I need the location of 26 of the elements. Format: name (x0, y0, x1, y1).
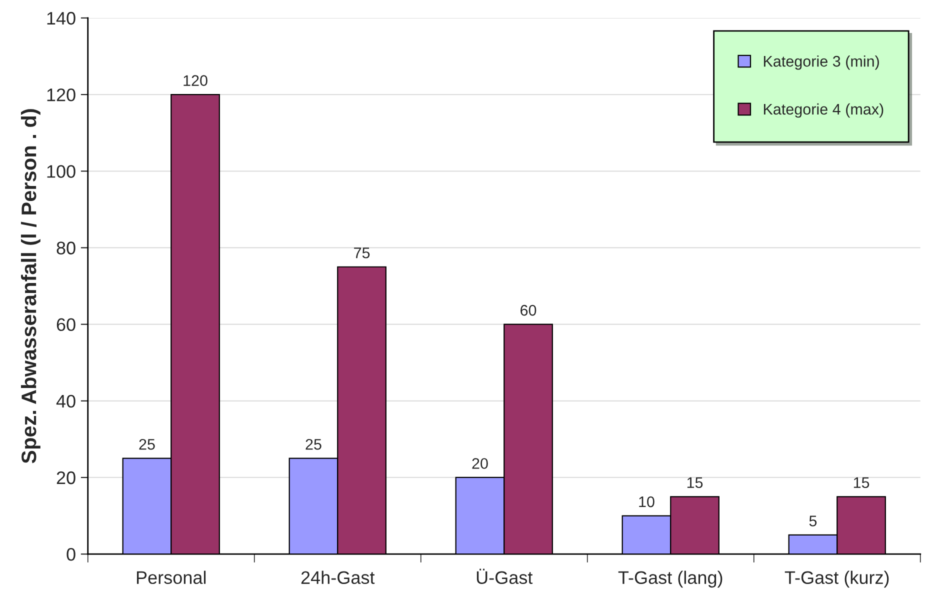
y-tick-label: 80 (56, 242, 76, 254)
data-label: 20 (472, 458, 488, 469)
data-label: 5 (809, 516, 817, 526)
y-tick-label: 20 (56, 471, 76, 484)
x-tick-label: Ü-Gast (476, 568, 533, 584)
data-label: 25 (139, 438, 155, 450)
data-label: 15 (687, 477, 703, 488)
x-tick-label: T-Gast (kurz) (784, 570, 889, 588)
y-tick-label: 120 (47, 88, 76, 102)
y-axis-title: Spez. Abwasseranfall (l / Person . d) (20, 109, 40, 464)
data-label: 60 (520, 304, 536, 316)
legend-label: Kategorie 4 (max) (764, 103, 884, 118)
y-tick-label: 140 (47, 12, 76, 25)
x-tick-label: Personal (136, 570, 206, 584)
x-tick-label: 24h-Gast (301, 570, 375, 584)
y-tick-label: 100 (47, 165, 76, 178)
data-label: 120 (184, 75, 208, 86)
data-label: 10 (639, 496, 654, 508)
data-label: 25 (306, 438, 322, 450)
y-tick-label: 0 (66, 548, 76, 561)
y-tick-label: 40 (56, 394, 76, 408)
data-label: 75 (354, 248, 370, 258)
legend-label: Kategorie 3 (min) (764, 55, 879, 70)
y-tick-label: 60 (56, 318, 76, 332)
data-label: 15 (854, 477, 870, 488)
x-tick-label: T-Gast (lang) (618, 570, 722, 588)
